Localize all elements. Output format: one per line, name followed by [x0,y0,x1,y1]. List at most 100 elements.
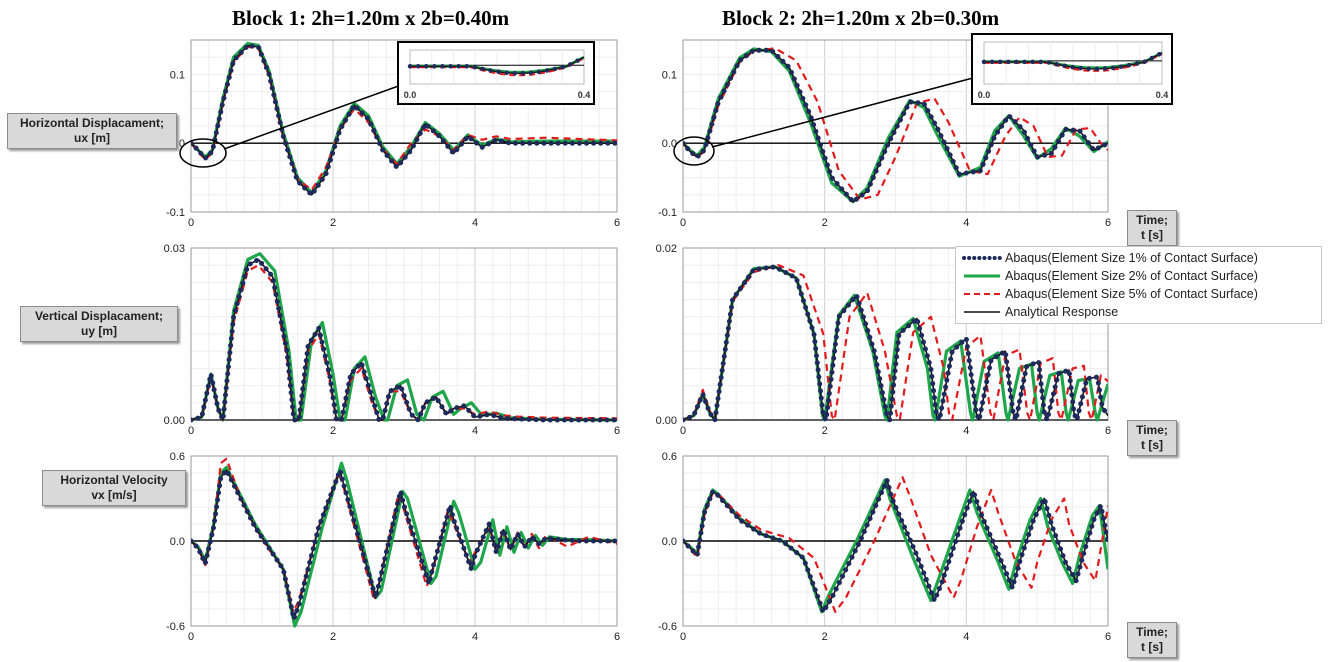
x-tick-label: 0 [680,217,686,229]
legend-swatch-thin [964,311,1000,313]
y-tick-label: -0.1 [658,207,677,219]
legend-swatch-solid [964,274,1000,278]
x-tick-label: 6 [1105,217,1111,229]
x-tick-label: 4 [472,631,478,643]
zoom-inset-b2: 0.0 0.4 [673,33,1173,166]
time-label-line1: Time; [1136,423,1168,437]
x-tick-label: 2 [822,217,828,229]
series-line [191,264,617,422]
vx-label-line1: Horizontal Velocity [60,473,168,487]
time-label-line2: t [s] [1141,228,1163,242]
time-label-line1: Time; [1136,213,1168,227]
series-group [191,41,617,198]
x-tick-label: 0 [188,425,194,437]
vx-label-line2: vx [m/s] [91,488,137,502]
series-line [191,461,617,628]
uy-label: Vertical Displacament; uy [m] [20,306,178,342]
series-line [191,467,617,622]
legend-swatch-dashed [964,293,1000,295]
inset-tick-label: 0.0 [404,90,417,100]
inset-tick-label: 0.4 [1156,90,1169,100]
legend-item-5pct: Abaqus(Element Size 5% of Contact Surfac… [962,285,1258,303]
y-tick-label: 0.0 [662,138,677,150]
ux-label-line2: ux [m] [74,131,110,145]
x-tick-label: 4 [472,217,478,229]
y-tick-label: 0.02 [656,243,677,255]
y-tick-label: 0.00 [656,415,677,427]
y-tick-label: 0.0 [662,536,677,548]
legend: Abaqus(Element Size 1% of Contact Surfac… [955,246,1322,324]
y-tick-label: 0.03 [164,243,185,255]
time-label-line2: t [s] [1141,438,1163,452]
series-line [683,47,1108,205]
x-tick-label: 2 [822,425,828,437]
series-line [191,252,617,422]
series-group [191,457,617,628]
time-label-row1: Time; t [s] [1127,210,1177,246]
series-group [683,476,1108,615]
x-tick-label: 4 [963,425,969,437]
ux-label-line1: Horizontal Displacament; [19,116,165,130]
time-label-row2: Time; t [s] [1127,420,1177,456]
x-tick-label: 4 [963,631,969,643]
x-tick-label: 6 [1105,425,1111,437]
chart-b1_vx: 0 2 4 6 -0.6 0.0 0.6 [166,451,620,643]
legend-swatch-dots [962,256,1002,260]
plot-frame [190,39,618,213]
y-tick-label: 0.1 [662,69,677,81]
inset-curve [407,55,587,76]
block2-title: Block 2: 2h=1.20m x 2b=0.30m [722,6,1000,30]
y-tick-label: 0.0 [170,536,185,548]
series-line [683,478,1108,614]
series-line [683,477,1108,615]
x-tick-label: 0 [188,217,194,229]
zoom-inset-b1: 0.0 0.4 [179,41,595,168]
y-tick-label: 0.1 [170,69,185,81]
inset-curve [981,50,1165,72]
legend-label: Abaqus(Element Size 1% of Contact Surfac… [1005,251,1258,265]
legend-label: Abaqus(Element Size 5% of Contact Surfac… [1005,287,1258,301]
x-tick-label: 6 [614,425,620,437]
x-tick-label: 6 [614,217,620,229]
series-group [191,252,617,423]
chart-b2_uy: 0 2 4 6 0.00 0.02 [656,243,1111,437]
legend-label: Analytical Response [1005,305,1119,319]
uy-label-line1: Vertical Displacament; [34,309,164,323]
x-tick-label: 4 [963,217,969,229]
legend-label: Abaqus(Element Size 2% of Contact Surfac… [1005,269,1258,283]
series-line [191,257,617,423]
inset-tick-label: 0.0 [978,90,991,100]
y-tick-label: -0.6 [166,621,185,633]
x-tick-label: 2 [330,425,336,437]
plot-frame [682,39,1109,213]
x-tick-label: 2 [330,217,336,229]
x-tick-label: 0 [188,631,194,643]
inset-tick-label: 0.4 [578,90,591,100]
series-line [191,43,617,198]
legend-item-2pct: Abaqus(Element Size 2% of Contact Surfac… [962,267,1258,285]
y-tick-label: -0.6 [658,621,677,633]
chart-b1_uy: 0 2 4 6 0.00 0.03 [164,243,620,437]
zoom-arrow [711,73,989,148]
block1-title: Block 1: 2h=1.20m x 2b=0.40m [232,6,510,30]
x-tick-label: 0 [680,425,686,437]
series-line [683,476,1108,613]
x-tick-label: 2 [330,631,336,643]
x-tick-label: 4 [472,425,478,437]
series-group [683,264,1108,423]
x-tick-label: 6 [1105,631,1111,643]
series-line [683,264,1108,423]
y-tick-label: 0.00 [164,415,185,427]
x-tick-label: 6 [614,631,620,643]
series-group [683,47,1108,205]
y-tick-label: 0.6 [662,451,677,463]
ux-label: Horizontal Displacament; ux [m] [7,113,177,149]
zoom-circle [673,136,715,166]
time-label-line1: Time; [1136,625,1168,639]
legend-item-analytical: Analytical Response [962,303,1118,321]
x-tick-label: 0 [680,631,686,643]
legend-item-1pct: Abaqus(Element Size 1% of Contact Surfac… [962,249,1258,267]
y-tick-label: -0.1 [166,207,185,219]
